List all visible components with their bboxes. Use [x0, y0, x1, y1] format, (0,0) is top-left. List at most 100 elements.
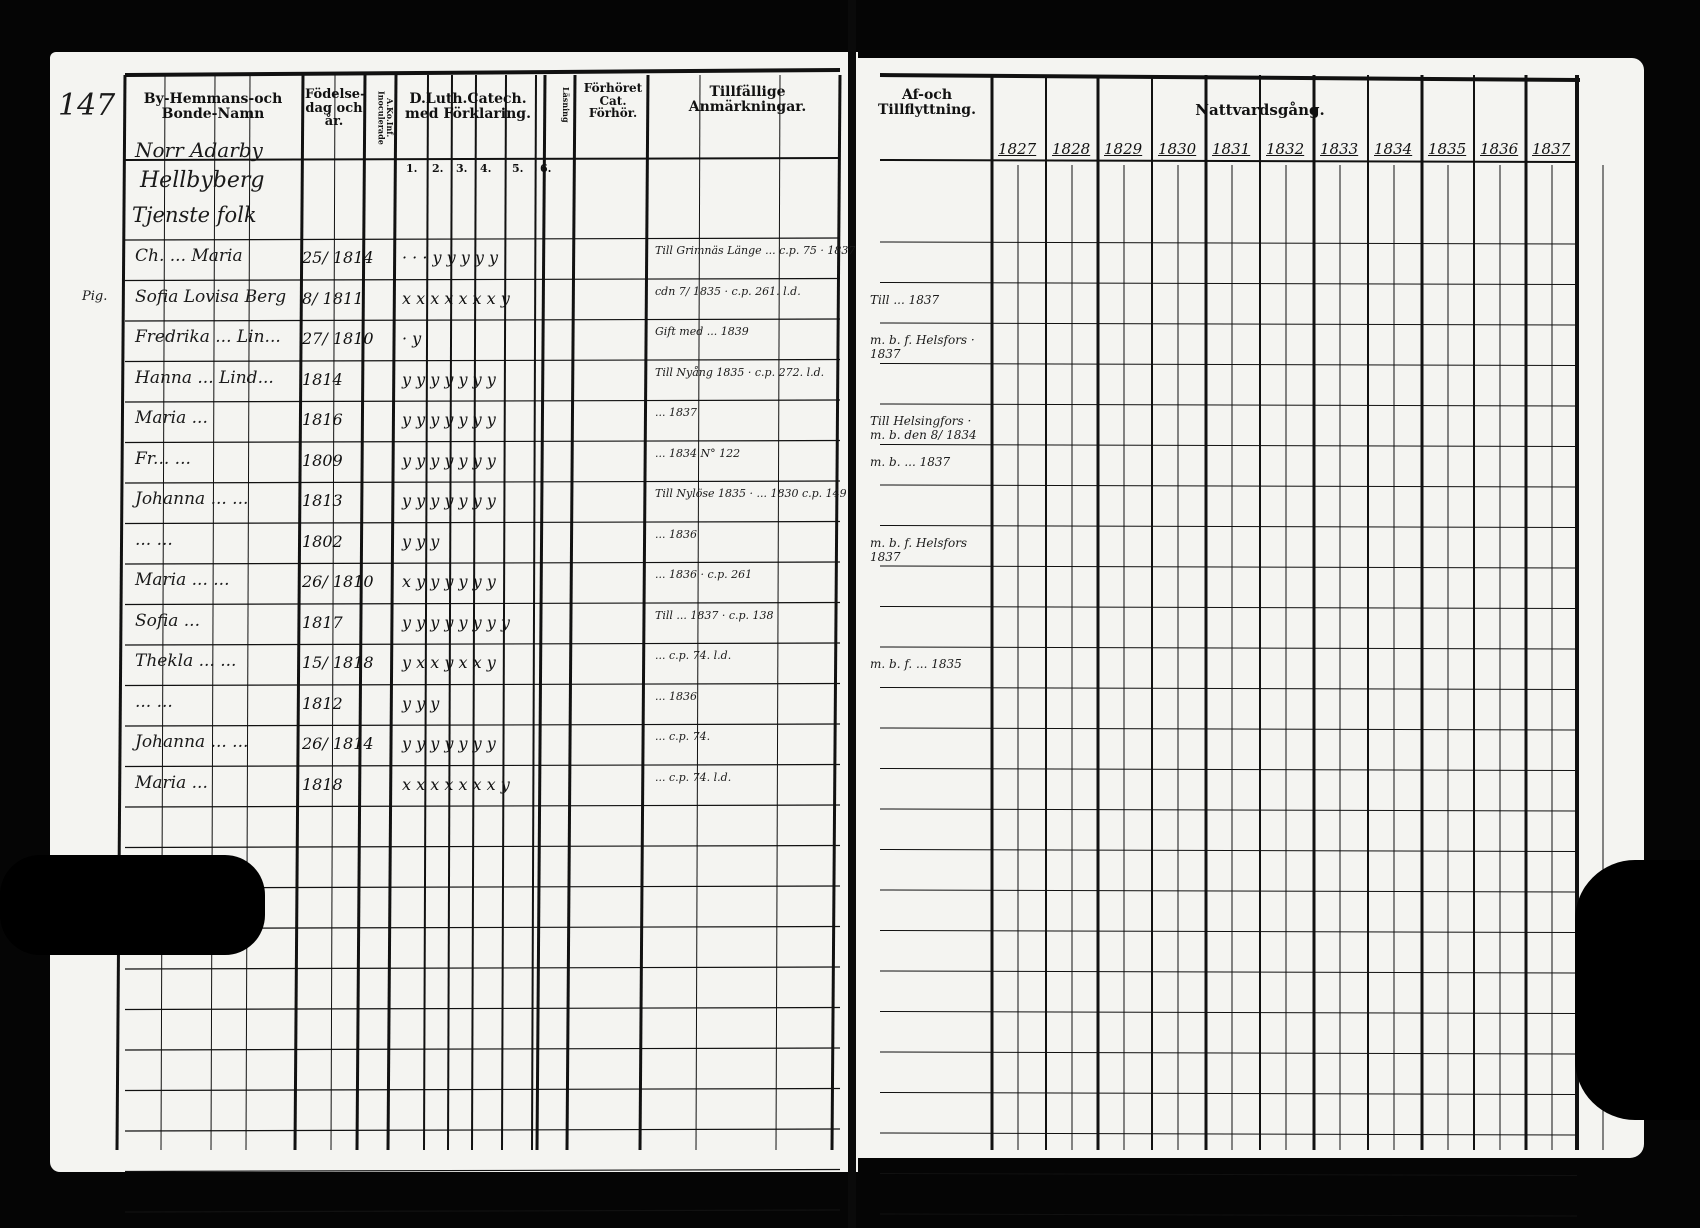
header-communion: Nattvardsgång.: [1195, 101, 1325, 119]
catechism-marks: y x x y x x y: [402, 653, 496, 672]
birth-date: 1816: [302, 410, 343, 429]
row-rule: [124, 358, 841, 363]
column-rule: [531, 74, 537, 1151]
row-rule: [124, 1128, 841, 1132]
row-rule: [124, 1047, 841, 1051]
person-name: Maria ...: [135, 772, 208, 793]
catechism-marks: · y: [402, 329, 422, 348]
birth-date: 8/ 1811: [302, 288, 364, 308]
catechism-subheader: 6.: [540, 162, 552, 175]
page-number: 147: [58, 88, 116, 123]
column-rule: [245, 74, 251, 1151]
birth-date: 1818: [302, 774, 343, 794]
row-rule: [879, 727, 1578, 731]
communion-year: 1828: [1052, 140, 1091, 158]
catechism-marks: y y y y y y y y: [402, 612, 510, 632]
row-rule: [879, 565, 1578, 569]
catechism-marks: y y y y y y y: [402, 450, 496, 470]
communion-year: 1833: [1320, 140, 1359, 158]
birth-date: 26/ 1810: [302, 572, 374, 591]
catechism-subheader: 5.: [512, 162, 524, 175]
catechism-marks: y y y: [402, 531, 440, 551]
moving-note: m. b. f. Helsfors 1837: [870, 535, 968, 564]
remark-text: ... 1837: [655, 406, 697, 419]
row-rule: [879, 646, 1578, 650]
catechism-subheader: 4.: [480, 162, 492, 175]
person-name: Sofia ...: [135, 610, 200, 631]
column-rule: [355, 74, 367, 1151]
row-rule: [879, 1132, 1578, 1136]
communion-year: 1835: [1428, 140, 1467, 158]
row-rule: [879, 849, 1578, 852]
remark-text: cdn 7/ 1835 · c.p. 261. l.d.: [655, 284, 801, 298]
header-bottom-rule: [879, 159, 1578, 163]
column-rule: [830, 74, 842, 1151]
column-rule: [447, 74, 453, 1151]
birth-date: 27/ 1810: [302, 329, 374, 348]
row-rule: [124, 1168, 841, 1173]
catechism-marks: y y y y y y y: [402, 491, 496, 510]
row-rule: [879, 606, 1578, 609]
birth-date: 1814: [302, 369, 343, 389]
catechism-marks: x x x x x x x y: [402, 288, 510, 308]
person-name: ... ...: [135, 529, 173, 550]
communion-year: 1836: [1480, 140, 1519, 158]
moving-note: m. b. ... 1837: [870, 454, 951, 469]
remark-text: ... c.p. 74. l.d.: [655, 770, 732, 784]
remark-text: Till Nylöse 1835 · ... 1830 c.p. 149: [655, 487, 847, 500]
person-name: Fr... ...: [135, 448, 191, 469]
person-name: ... ...: [135, 691, 173, 712]
communion-year: 1830: [1158, 140, 1197, 158]
catechism-subheader: 3.: [456, 162, 468, 175]
row-rule: [124, 601, 841, 606]
row-rule: [124, 237, 841, 241]
person-name: Maria ...: [135, 408, 208, 428]
row-rule: [124, 1209, 841, 1213]
communion-year: 1831: [1212, 140, 1251, 158]
person-name: Fredrika ... Lin...: [135, 327, 281, 347]
section-label: Tjenste folk: [132, 203, 257, 227]
person-name: Sofia Lovisa Berg: [135, 286, 287, 307]
book-spine: [848, 0, 856, 1228]
column-rule: [775, 74, 781, 1151]
row-rule: [124, 561, 841, 565]
header-parish-cat: Förhöret Cat. Förhör.: [583, 81, 643, 121]
communion-year: 1834: [1374, 140, 1413, 158]
remark-text: Till Grimnäs Länge ... c.p. 75 · 1837: [655, 244, 856, 257]
catechism-subheader: 1.: [406, 162, 418, 175]
moving-note: Till Helsingfors · m. b. den 8/ 1834: [870, 414, 977, 442]
birth-date: 1812: [302, 693, 343, 713]
row-rule: [124, 844, 841, 849]
row-rule: [124, 763, 841, 768]
person-name: Ch. ... Maria: [135, 246, 243, 266]
birth-date: 15/ 1818: [302, 653, 374, 672]
birth-date: 1809: [302, 450, 343, 470]
column-rule: [160, 74, 166, 1151]
row-rule: [124, 966, 841, 970]
remark-text: Till ... 1837 · c.p. 138: [655, 608, 774, 622]
catechism-marks: x y y y y y y: [402, 572, 496, 591]
column-rule: [330, 74, 336, 1151]
column-rule: [471, 74, 477, 1151]
header-catechism: D.Luth.Catech. med Förklaring.: [405, 91, 531, 122]
column-rule: [423, 74, 429, 1151]
column-rule: [638, 74, 650, 1151]
row-rule: [879, 1213, 1578, 1217]
remark-text: ... c.p. 74. l.d.: [655, 649, 732, 662]
communion-year: 1837: [1532, 140, 1571, 158]
header-remarks: Tillfällige Anmärkningar.: [688, 84, 807, 115]
person-name: Maria ... ...: [135, 570, 230, 590]
catechism-marks: x x x x x x x y: [402, 774, 510, 794]
header-name: By-Hemmans-och Bonde-Namn: [143, 91, 283, 122]
catechism-marks: y y y y y y y: [402, 734, 496, 753]
column-rule: [565, 74, 577, 1151]
row-rule: [879, 241, 1578, 245]
remark-text: ... c.p. 74.: [655, 730, 711, 743]
row-rule: [879, 525, 1578, 528]
row-rule: [124, 1087, 841, 1092]
row-rule: [879, 808, 1578, 812]
row-rule: [879, 282, 1578, 285]
row-rule: [879, 768, 1578, 771]
